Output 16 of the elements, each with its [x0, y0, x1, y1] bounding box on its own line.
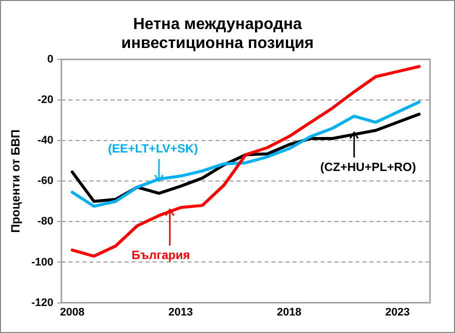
chart-title: Нетна международна инвестиционна позиция [121, 16, 314, 52]
y-tick-label: -80 [38, 216, 54, 228]
y-axis-title: Проценти от БВП [8, 129, 23, 233]
x-tick-label: 2023 [385, 306, 410, 318]
x-tick-label: 2008 [60, 306, 84, 318]
y-tick-label: -40 [38, 134, 54, 147]
annotation: (EE+LT+LV+SK) [108, 141, 198, 156]
y-tick-label: -120 [31, 296, 54, 309]
y-tick-label: -100 [31, 256, 54, 268]
x-tick-label: 2018 [276, 306, 302, 318]
y-tick-label: 0 [47, 53, 54, 66]
y-tick-label: -20 [38, 94, 54, 106]
y-tick-label: -60 [38, 175, 54, 188]
annotation: (CZ+HU+PL+RO) [320, 160, 416, 174]
x-tick-label: 2013 [168, 306, 193, 318]
annotation: България [132, 248, 190, 262]
